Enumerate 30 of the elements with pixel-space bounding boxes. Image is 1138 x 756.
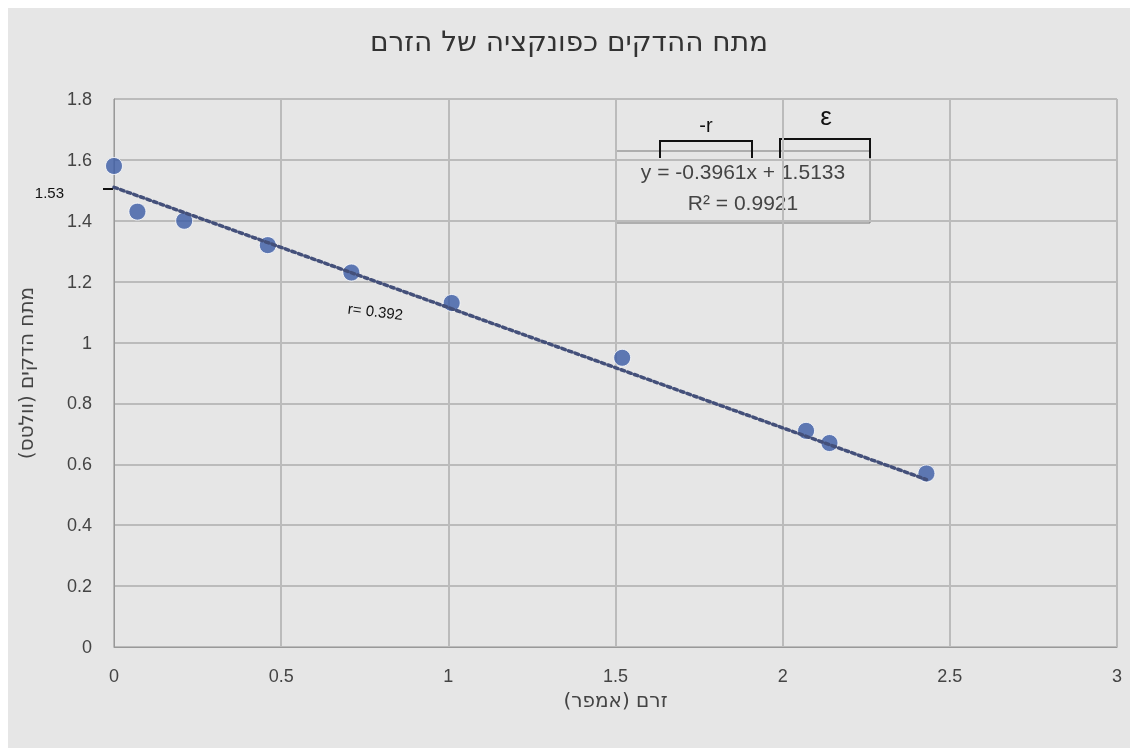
y-tick-label: 1.4 <box>66 210 92 231</box>
x-tick-label: 2 <box>777 666 788 686</box>
annotation: ε <box>820 101 833 131</box>
x-tick-label: 0.5 <box>268 666 294 686</box>
point <box>105 156 123 175</box>
y-tick-label: 1.2 <box>66 271 92 292</box>
annotation: -r <box>699 114 713 136</box>
x-tick-label: 0 <box>108 666 120 686</box>
y-axis-title: מתח הדקים (וולטס) <box>14 286 38 460</box>
y-tick-label: 0 <box>81 637 92 657</box>
annotation: R² = 0.9921 <box>687 190 799 214</box>
x-axis-title: זרם (אמפר) <box>563 687 668 712</box>
y-tick-label: 0.4 <box>66 515 92 536</box>
point <box>613 348 632 367</box>
x-tick-label: 1.5 <box>602 666 629 686</box>
y-tick-label: 0.8 <box>66 393 92 414</box>
annotation: y = -0.3961x + 1.5133 <box>640 159 846 183</box>
text: 1.53 <box>34 183 64 201</box>
annotation: r= 0.392 <box>346 299 405 324</box>
chart-title: מתח ההדקים כפונקציה של הזרם <box>369 24 769 58</box>
point <box>175 211 194 230</box>
y-tick-label: 1 <box>81 332 92 353</box>
x-tick-label: 1 <box>443 666 454 686</box>
x-tick-label: 2.5 <box>937 666 963 686</box>
x-tick-label: 3 <box>1111 666 1123 686</box>
y-tick-label: 0.6 <box>66 454 92 475</box>
y-tick-label: 1.8 <box>66 89 92 109</box>
y-tick-label: 0.2 <box>66 576 92 597</box>
point <box>128 202 147 221</box>
y-tick-label: 1.6 <box>66 149 92 170</box>
